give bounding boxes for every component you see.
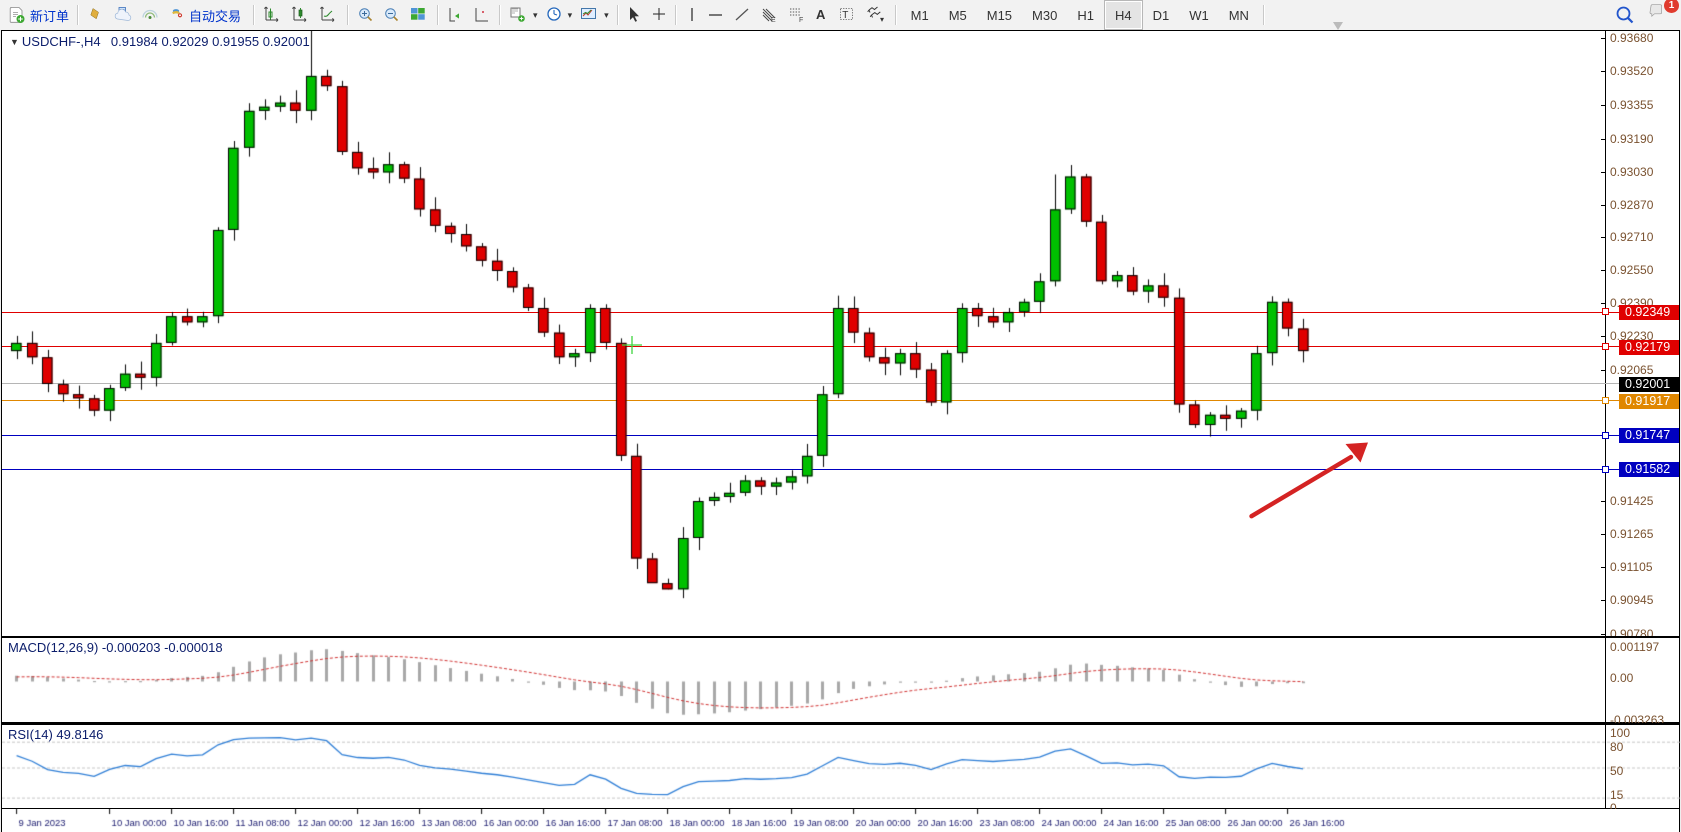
svg-text:A: A [816, 7, 826, 22]
svg-text:T: T [842, 10, 848, 21]
